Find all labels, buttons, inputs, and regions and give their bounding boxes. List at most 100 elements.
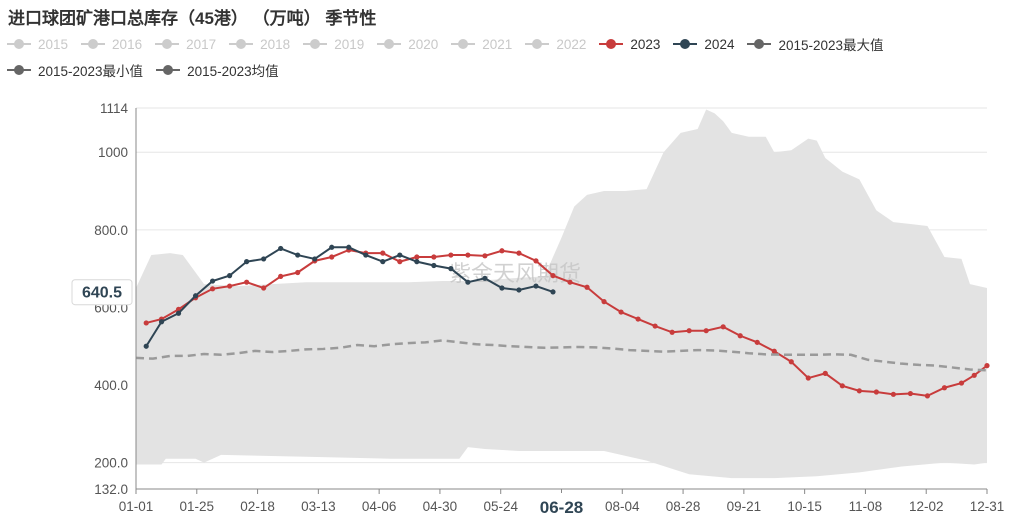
legend-marker-icon — [451, 39, 476, 49]
data-point-2023 — [822, 370, 828, 376]
data-point-2023 — [516, 250, 522, 256]
legend-item-2020[interactable]: 2020 — [376, 34, 438, 54]
range-band-layer — [136, 109, 987, 479]
legend-item-2015-2023最大值[interactable]: 2015-2023最大值 — [746, 34, 884, 54]
y-tick-label: 400.0 — [94, 378, 128, 393]
data-point-2023 — [533, 258, 539, 264]
data-point-2023 — [380, 250, 386, 256]
data-point-2023 — [971, 372, 977, 378]
data-point-2023 — [499, 248, 505, 254]
data-point-2024 — [192, 293, 199, 299]
highlight-layer: 06-28 640.5 — [71, 279, 592, 519]
x-tick-label: 10-15 — [787, 499, 822, 514]
x-tick-label: 08-28 — [666, 499, 701, 514]
legend-item-2018[interactable]: 2018 — [228, 34, 290, 54]
x-pointer-box — [531, 493, 592, 519]
data-point-2024 — [448, 266, 454, 272]
data-point-2024 — [363, 252, 369, 258]
data-point-2023 — [143, 320, 149, 326]
legend-marker-icon — [156, 65, 181, 75]
data-point-2023 — [686, 328, 692, 334]
legend-label: 2015 — [38, 36, 69, 52]
data-point-2023 — [329, 254, 335, 260]
x-pointer-label: 06-28 — [540, 498, 583, 517]
legend-label: 2019 — [334, 36, 365, 52]
data-point-2023 — [771, 348, 777, 354]
data-point-2024 — [295, 252, 301, 258]
x-tick-label: 05-24 — [483, 499, 518, 514]
legend-item-2019[interactable]: 2019 — [302, 34, 364, 54]
data-point-2024 — [550, 289, 556, 295]
range-band-max-min — [136, 109, 987, 479]
data-point-2023 — [720, 324, 726, 330]
legend-item-2021[interactable]: 2021 — [450, 34, 512, 54]
legend-item-2022[interactable]: 2022 — [524, 34, 586, 54]
data-point-2023 — [295, 269, 301, 276]
watermark: 紫金天风期货 — [449, 262, 581, 287]
data-point-2023 — [652, 323, 658, 329]
legend-item-2024[interactable]: 2024 — [672, 34, 734, 54]
data-point-2023 — [958, 380, 965, 386]
legend-marker-icon — [599, 39, 624, 49]
data-point-2023 — [431, 254, 437, 260]
data-point-2023 — [907, 390, 914, 397]
legend-label: 2015-2023最大值 — [778, 38, 884, 53]
data-point-2023 — [737, 333, 743, 339]
data-point-2024 — [278, 245, 284, 252]
chart-title: 进口球团矿港口总库存（45港） （万吨） 季节性 — [8, 9, 377, 28]
legend-label: 2017 — [186, 36, 217, 52]
data-point-2024 — [158, 319, 165, 325]
y-pointer-box — [71, 279, 133, 306]
legend-item-2015[interactable]: 2015 — [6, 34, 68, 54]
legend-label: 2015-2023均值 — [187, 64, 279, 79]
data-point-2024 — [143, 343, 149, 349]
data-point-2023 — [261, 285, 267, 291]
data-point-2024 — [329, 244, 335, 250]
data-point-2024 — [414, 259, 420, 265]
legend-item-2023[interactable]: 2023 — [598, 34, 660, 54]
data-point-2023 — [703, 328, 709, 334]
data-point-2023 — [873, 389, 879, 395]
y-tick-label: 200.0 — [94, 456, 128, 471]
series-layer — [135, 244, 990, 399]
data-point-2024 — [465, 279, 471, 285]
y-tick-label: 800.0 — [94, 223, 128, 238]
legend-marker-icon — [7, 39, 31, 49]
legend-label: 2022 — [556, 36, 587, 52]
legend-item-2017[interactable]: 2017 — [154, 34, 216, 54]
legend-marker-icon — [525, 39, 550, 49]
y-pointer-label: 640.5 — [82, 285, 122, 302]
data-point-2023 — [805, 375, 811, 381]
data-point-2024 — [209, 278, 216, 284]
data-point-2023 — [984, 363, 990, 369]
legend-marker-icon — [303, 39, 328, 49]
legend-item-2015-2023最小值[interactable]: 2015-2023最小值 — [6, 60, 143, 80]
legend-marker-icon — [155, 39, 180, 49]
data-point-2023 — [601, 299, 607, 305]
legend-item-2016[interactable]: 2016 — [80, 34, 142, 54]
legend-item-2015-2023均值[interactable]: 2015-2023均值 — [155, 60, 279, 80]
data-point-2023 — [788, 359, 794, 365]
data-point-2024 — [227, 273, 233, 279]
data-point-2023 — [754, 339, 760, 345]
data-point-2023 — [414, 254, 420, 260]
x-tick-label: 12-02 — [909, 499, 944, 514]
data-point-2023 — [635, 316, 641, 322]
x-tick-label: 11-08 — [849, 499, 883, 514]
data-point-2023 — [465, 252, 471, 258]
legend-marker-icon — [81, 39, 106, 49]
x-tick-label: 12-31 — [970, 499, 1005, 514]
x-tick-label: 02-18 — [240, 499, 275, 514]
legend-marker-icon — [377, 39, 402, 49]
data-point-2023 — [618, 309, 624, 315]
series-2024 — [143, 244, 556, 349]
data-point-2024 — [431, 262, 437, 269]
data-point-2023 — [669, 329, 675, 335]
legend-marker-icon — [7, 65, 31, 75]
data-point-2024 — [397, 252, 403, 258]
data-point-2023 — [244, 279, 250, 285]
data-point-2023 — [584, 284, 590, 290]
data-point-2024 — [312, 256, 318, 262]
